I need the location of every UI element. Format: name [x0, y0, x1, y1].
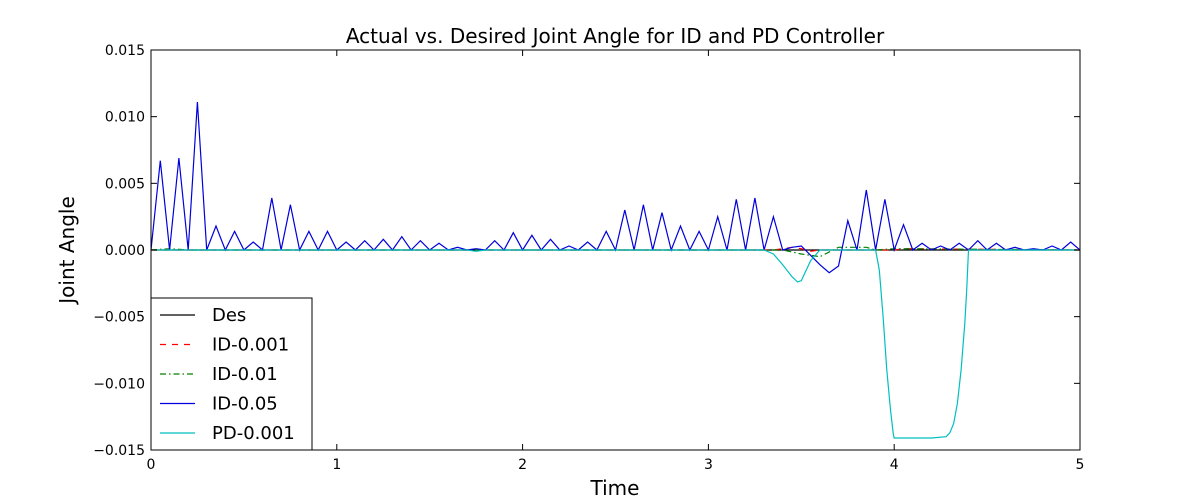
plot-area — [151, 101, 1080, 439]
y-tick-label: −0.005 — [93, 310, 145, 326]
x-tick-label: 4 — [890, 457, 899, 473]
y-tick-label: 0.005 — [105, 176, 145, 192]
legend-label-des: Des — [212, 305, 246, 326]
y-tick-label: 0.015 — [105, 43, 145, 59]
series-line-pd-0-001 — [151, 249, 1080, 439]
series-line-id-0-05 — [151, 101, 1080, 274]
y-tick-label: 0.000 — [105, 243, 145, 259]
axis-ticks: 0 1 2 3 4 5 −0.015 −0.010 −0.005 0.000 0.005 0.010 0… — [93, 43, 1084, 473]
series-line-id-0-001 — [151, 246, 1080, 252]
legend-label-id-0-01: ID-0.01 — [212, 364, 278, 385]
x-tick-label: 1 — [332, 457, 341, 473]
y-tick-label: 0.010 — [105, 110, 145, 126]
y-axis-title: Joint Angle — [55, 196, 79, 305]
legend-label-pd-0-001: PD-0.001 — [212, 423, 295, 444]
y-tick-label: −0.010 — [93, 376, 145, 392]
x-tick-label: 0 — [147, 457, 156, 473]
x-axis-title: Time — [590, 476, 640, 500]
chart-title: Actual vs. Desired Joint Angle for ID an… — [346, 24, 885, 48]
legend: Des ID-0.001 ID-0.01 ID-0.05 PD-0.001 — [150, 297, 313, 451]
legend-label-id-0-05: ID-0.05 — [212, 394, 278, 415]
x-tick-label: 5 — [1076, 457, 1085, 473]
y-tick-label: −0.015 — [93, 443, 145, 459]
x-tick-label: 3 — [704, 457, 713, 473]
legend-label-id-0-001: ID-0.001 — [212, 335, 289, 356]
x-tick-label: 2 — [518, 457, 527, 473]
